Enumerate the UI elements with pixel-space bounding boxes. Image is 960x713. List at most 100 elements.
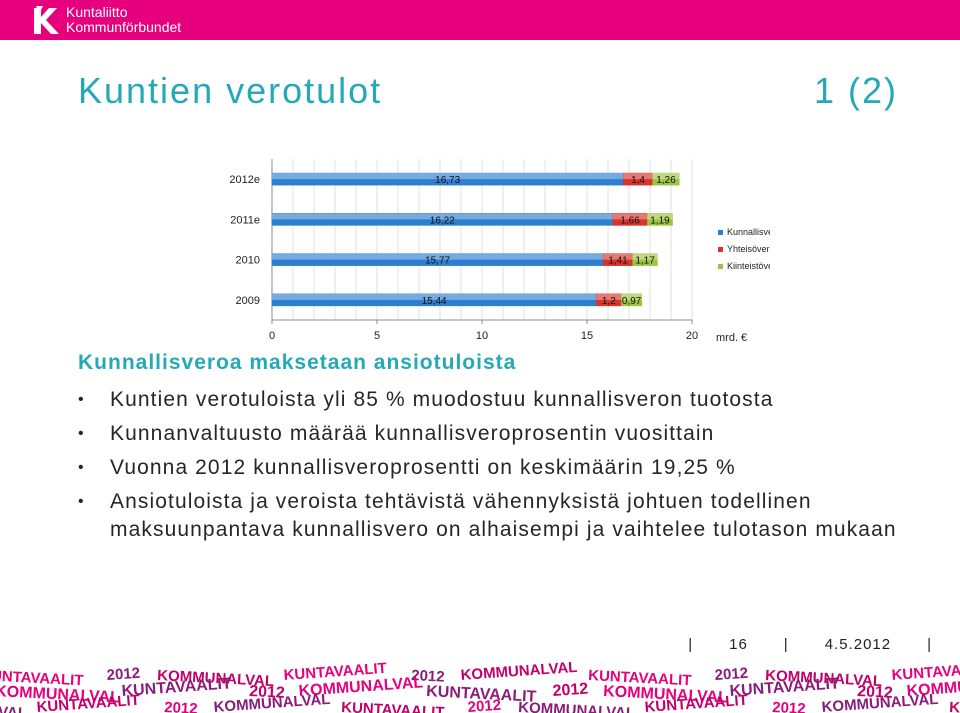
banner-word: KOMMUNALVAL (213, 691, 331, 713)
banner-word: 2012 (857, 683, 894, 702)
bar-highlight (647, 213, 673, 220)
bar-segment-kiinteistövero (632, 253, 658, 266)
bullet-icon: • (78, 391, 85, 408)
banner-word: KUNTAVAALIT (0, 667, 84, 689)
data-label: 1,19 (650, 215, 670, 226)
data-label: 15,44 (422, 296, 447, 307)
bar-highlight (596, 293, 622, 300)
banner-word: KOMMUNALVAL (765, 667, 883, 690)
banner-word: 2012 (106, 665, 140, 684)
kuntaliitto-logo[interactable]: Kuntaliitto Kommunförbundet (30, 3, 181, 37)
x-tick-label: 0 (269, 330, 275, 342)
bullet-text: Vuonna 2012 kunnallisveroprosentti on ke… (110, 456, 736, 479)
banner-word: KOMMUNALVAL (821, 691, 939, 713)
legend-label: Kiinteistövero (727, 261, 770, 271)
banner-word: KUNTAVAALIT (588, 667, 692, 689)
banner-word: KUNTAVAALIT (644, 692, 748, 713)
category-label: 2011e (230, 214, 260, 226)
bullet-text: Kunnanvaltuusto määrää kunnallisveropros… (110, 422, 715, 445)
banner-word: KUNTAVAALIT (36, 692, 140, 713)
bullet-text: Kuntien verotuloista yli 85 % muodostuu … (110, 388, 774, 411)
bar-highlight (603, 253, 633, 260)
kuntavaalit-banner: KUNTAVAALIT 2012 KOMMUNALVAL KUNTAVAALIT 201… (0, 662, 960, 713)
page-number: 16 (729, 636, 748, 653)
banner-word: KOMMUNALVAL (603, 683, 729, 707)
bullet-icon: • (78, 459, 85, 476)
banner-word: 2012 (714, 665, 748, 684)
bullet-item: • Kunnanvaltuusto määrää kunnallisveropro… (78, 420, 918, 448)
bullet-item: • Ansiotuloista ja veroista tehtävistä vä… (78, 488, 918, 544)
banner-word: KOMMUNALVAL (157, 667, 275, 690)
bar-highlight (623, 173, 653, 180)
bar-highlight (272, 213, 613, 220)
banner-word: KOMMUNALVAL (518, 699, 636, 713)
data-label: 1,66 (620, 215, 640, 226)
bar-highlight (272, 253, 604, 260)
logo-line-2: Kommunförbundet (66, 19, 182, 35)
category-label: 2009 (236, 295, 260, 307)
x-tick-label: 15 (581, 330, 593, 342)
bar-highlight (652, 173, 680, 180)
data-label: 15,77 (425, 256, 450, 267)
banner-word: 2012 (772, 699, 806, 713)
banner-word: 2012 (552, 681, 589, 700)
logo-k-icon (34, 6, 59, 34)
logo-text: Kuntaliitto Kommunförbundet (66, 5, 181, 35)
footer-separator: | (688, 636, 694, 653)
bullet-icon: • (78, 493, 85, 510)
header-bar: Kuntaliitto Kommunförbundet (0, 0, 960, 40)
data-label: 1,2 (602, 296, 616, 307)
bullet-item: • Vuonna 2012 kunnallisveroprosentti on k… (78, 454, 918, 482)
banner-word: 2012 (164, 699, 198, 713)
footer-separator: | (927, 636, 932, 653)
data-label: 1,4 (631, 175, 645, 186)
legend-swatch (718, 247, 723, 252)
bar-segment-kiinteistövero (652, 172, 680, 186)
bullet-list: • Kuntien verotuloista yli 85 % muodostuu… (78, 386, 918, 550)
data-label: 16,73 (435, 175, 460, 186)
banner-word: KOMMUNALVAL (460, 662, 578, 684)
slide-title: Kuntien verotulot (78, 70, 383, 111)
tax-revenue-chart: 0 5 10 15 20 mrd. € 2012e 16,73 1,4 1,26 2011e 16,2… (222, 155, 781, 345)
x-axis-unit-label: mrd. € (716, 332, 747, 344)
chart-svg: 0 5 10 15 20 mrd. € 2012e 16,73 1,4 1,26 2011e 16,2… (229, 159, 781, 344)
legend-swatch (718, 230, 723, 235)
x-tick-label: 10 (476, 330, 488, 342)
banner-word: KUNTAVAALIT (341, 699, 445, 713)
slide-footer: | 16 | 4.5.2012 | (688, 636, 932, 653)
banner-word: KUNTAVAALIT (891, 662, 960, 684)
bar-highlight (272, 173, 624, 180)
data-label: 1,17 (635, 256, 655, 267)
category-label: 2010 (236, 255, 260, 267)
banner-word: 2012 (249, 683, 286, 702)
data-label: 0,97 (622, 296, 642, 307)
bar-segment-kiinteistövero (621, 293, 643, 307)
bullet-item: • Kuntien verotuloista yli 85 % muodostuu… (78, 386, 918, 414)
bullet-icon: • (78, 425, 85, 442)
x-tick-label: 5 (374, 330, 380, 342)
bar-segment-kiinteistövero (647, 213, 673, 226)
banner-word: KOMMUNALVAL (0, 683, 120, 707)
x-tick-label: 20 (686, 330, 698, 342)
data-label: 16,22 (430, 215, 455, 226)
banner-word: KUNTAVAALIT (426, 683, 537, 706)
legend-swatch (718, 264, 723, 269)
bar-highlight (621, 293, 642, 300)
bar-highlight (632, 253, 658, 260)
section-subtitle: Kunnallisveroa maksetaan ansiotuloista (78, 351, 517, 374)
bar-highlight (612, 213, 648, 220)
legend-label: Kunnallisvero (727, 227, 770, 237)
bullet-text: Ansiotuloista ja veroista tehtävistä väh… (110, 490, 897, 541)
slide-date: 4.5.2012 (824, 636, 892, 653)
data-label: 1,41 (608, 256, 628, 267)
logo-line-1: Kuntaliitto (66, 4, 128, 20)
banner-word: 2012 (467, 697, 501, 713)
data-label: 1,26 (656, 175, 676, 186)
banner-word: 2012 (411, 667, 445, 686)
bar-highlight (272, 293, 597, 300)
category-label: 2012e (229, 174, 260, 186)
banner-logo-strip: KUNTAVAALIT 2012 KOMMUNALVAL KUNTAVAALIT 201… (0, 662, 960, 713)
legend-label: Yhteisövero (727, 244, 770, 254)
slide-part-indicator: 1 (2) (813, 70, 898, 111)
banner-word: KUNTAVAALIT (283, 662, 387, 684)
